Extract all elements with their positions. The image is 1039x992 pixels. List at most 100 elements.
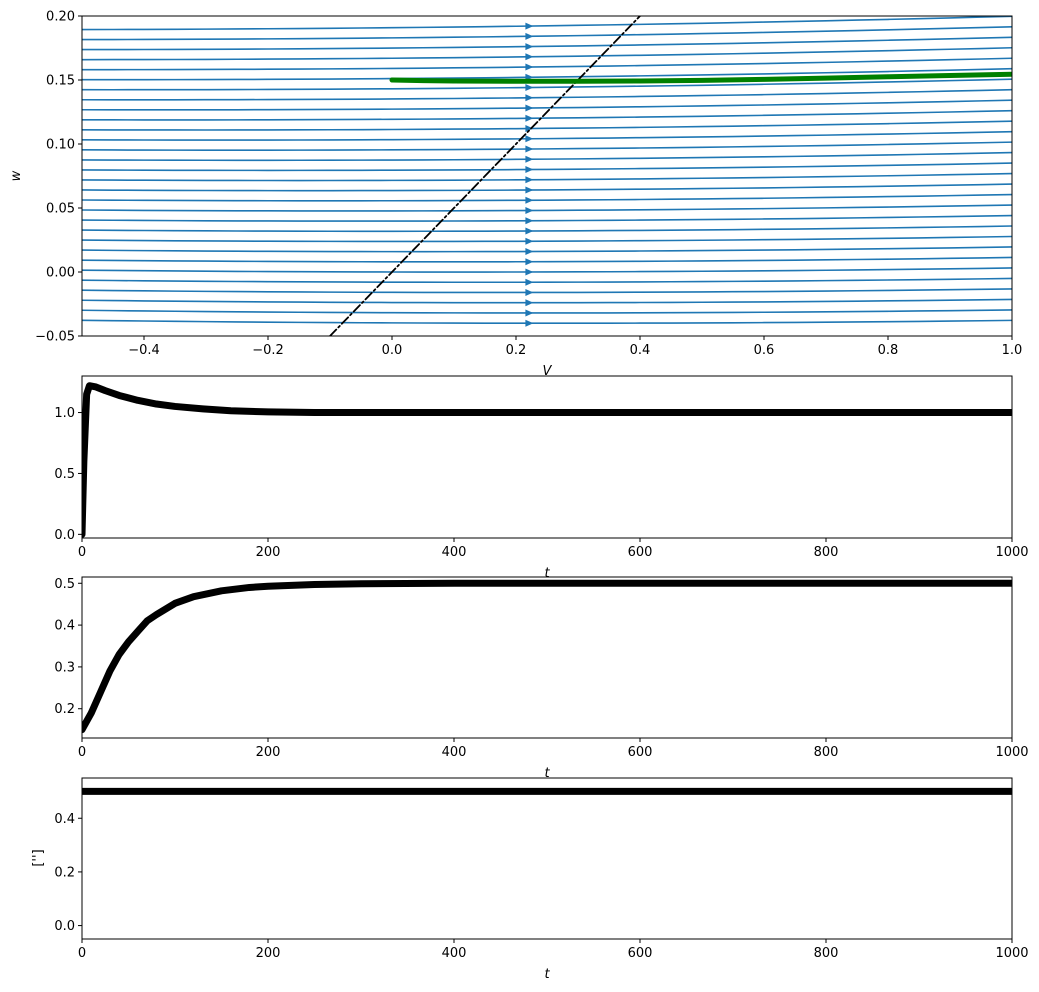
y-tick-label: 0.15 [46, 74, 75, 89]
y-tick-label: 0.4 [54, 619, 75, 634]
x-tick-label: 600 [628, 946, 653, 961]
y-tick-label: −0.05 [35, 330, 75, 345]
phase-plane-ylabel: w [9, 170, 24, 181]
y-tick-label: 0.0 [54, 528, 75, 543]
x-tick-label: 0.0 [382, 343, 403, 358]
y-tick-label: 0.5 [54, 467, 75, 482]
streamline-arrow [525, 237, 534, 245]
streamline-arrow [525, 53, 534, 61]
v-time-series-panel: 0 200 400 600 800 1000 0.0 0.5 1.0 t [54, 375, 1029, 581]
x-tick-label: 0 [78, 745, 86, 760]
streamline [82, 214, 1012, 222]
x-tick-label: 400 [442, 946, 467, 961]
x-tick-label: 200 [256, 946, 281, 961]
x-tick-label: 0 [78, 946, 86, 961]
y-tick-label: 0.2 [54, 702, 75, 717]
phase-plane-plot-area [82, 16, 1012, 336]
streamline-arrow [525, 309, 534, 317]
streamline [82, 57, 1012, 71]
streamline [82, 193, 1012, 202]
streamline-arrow [525, 135, 534, 143]
streamline-arrow [525, 114, 534, 122]
streamline-arrow [525, 145, 534, 153]
w-time-series-xlabel: t [544, 766, 550, 781]
streamline-arrow [525, 217, 534, 225]
streamline [82, 319, 1012, 325]
x-tick-label: 800 [814, 545, 839, 560]
streamline [82, 225, 1012, 233]
v-time-series-xlabel: t [544, 566, 550, 581]
streamline [82, 16, 1012, 31]
streamline [82, 204, 1012, 212]
input-time-series-xlabel: t [544, 967, 550, 982]
streamline [82, 141, 1012, 151]
streamline [82, 88, 1012, 101]
streamline-arrow [525, 196, 534, 204]
phase-plane-frame [81, 15, 1013, 337]
input-time-series-frame [81, 777, 1013, 940]
v-time-series-frame [81, 375, 1013, 539]
y-tick-label: 0.0 [54, 919, 75, 934]
phase-plane-xlabel: V [543, 364, 553, 379]
streamline-arrow [525, 288, 534, 296]
x-tick-label: 600 [628, 545, 653, 560]
series-line [82, 382, 1012, 538]
x-tick-label: 1.0 [1002, 343, 1023, 358]
streamline [82, 246, 1012, 253]
w-time-series-plot-area [82, 579, 1012, 734]
streamline-arrow [525, 104, 534, 112]
streamline-arrow [525, 166, 534, 174]
x-tick-label: 200 [256, 745, 281, 760]
y-tick-label: 0.20 [46, 10, 75, 25]
x-tick-label: 0.6 [754, 343, 775, 358]
streamline [82, 25, 1012, 41]
input-time-series-ticks: 0 200 400 600 800 1000 0.0 0.2 0.4 [54, 812, 1028, 961]
streamline-arrow [525, 186, 534, 194]
streamline [82, 256, 1012, 263]
streamline [82, 235, 1012, 243]
x-tick-label: −0.2 [252, 343, 284, 358]
v-time-series-plot-area [82, 382, 1012, 538]
x-tick-label: 0.2 [506, 343, 527, 358]
x-tick-label: −0.4 [128, 343, 160, 358]
phase-plane-ticks: −0.4 −0.2 0.0 0.2 0.4 0.6 0.8 1.0 −0.05 0.00 0.05 0… [35, 10, 1022, 359]
streamline-arrow [525, 299, 534, 307]
x-tick-label: 800 [814, 745, 839, 760]
streamline [82, 67, 1012, 81]
streamline [82, 183, 1012, 192]
streamline [82, 78, 1012, 91]
streamline [82, 99, 1012, 111]
x-tick-label: 400 [442, 745, 467, 760]
x-tick-label: 0.4 [630, 343, 651, 358]
x-tick-label: 1000 [995, 545, 1028, 560]
streamline-arrow [525, 227, 534, 235]
w-time-series-frame [81, 576, 1013, 739]
streamline [82, 309, 1012, 314]
streamline [82, 109, 1012, 121]
input-time-series-panel: 0 200 400 600 800 1000 0.0 0.2 0.4 t [''] [31, 777, 1029, 982]
x-tick-label: 600 [628, 745, 653, 760]
x-tick-label: 200 [256, 545, 281, 560]
x-tick-label: 400 [442, 545, 467, 560]
streamline [82, 46, 1012, 61]
input-time-series-ylabel: [''] [31, 849, 46, 866]
streamline-arrow [525, 155, 534, 163]
streamline-arrow [525, 247, 534, 255]
streamline-arrow [525, 319, 534, 327]
y-tick-label: 0.4 [54, 812, 75, 827]
streamline [82, 172, 1012, 182]
series-line [82, 579, 1012, 734]
trajectory-line [389, 71, 1012, 84]
streamline [82, 267, 1012, 273]
y-tick-label: 1.0 [54, 406, 75, 421]
y-tick-label: 0.5 [54, 577, 75, 592]
streamline-arrow [525, 63, 534, 71]
phase-plane-panel: −0.4 −0.2 0.0 0.2 0.4 0.6 0.8 1.0 −0.05 0.00 0.05 0… [9, 10, 1022, 380]
y-tick-label: 0.2 [54, 865, 75, 880]
w-time-series-ticks: 0 200 400 600 800 1000 0.2 0.3 0.4 0.5 [54, 577, 1028, 760]
x-tick-label: 0 [78, 545, 86, 560]
y-tick-label: 0.3 [54, 660, 75, 675]
x-tick-label: 800 [814, 946, 839, 961]
y-tick-label: 0.05 [46, 202, 75, 217]
